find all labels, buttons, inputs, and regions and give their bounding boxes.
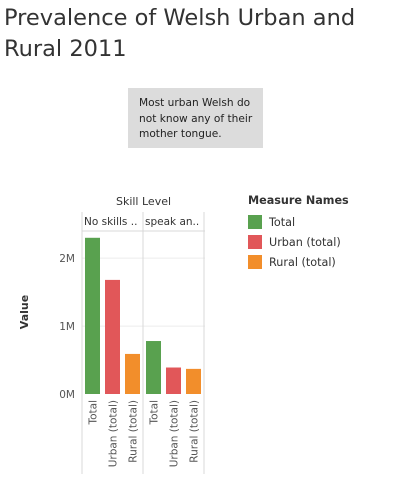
x-category-label: Total [149,400,161,426]
legend-label-urban: Urban (total) [269,235,341,249]
legend-item-rural[interactable]: Rural (total) [248,252,388,272]
legend: Measure Names Total Urban (total) Rural … [248,194,388,272]
y-axis-title: Value [18,295,31,329]
legend-label-total: Total [269,215,296,229]
legend-item-total[interactable]: Total [248,212,388,232]
group-header-label: speak an.. [145,216,199,228]
x-category-label: Rural (total) [128,400,140,463]
annotation-box: Most urban Welsh do not know any of thei… [128,88,263,148]
legend-swatch-urban [248,235,262,249]
y-tick-label: 2M [59,253,75,265]
bar-1-1 [166,367,181,394]
group-header-label: No skills .. [84,216,137,228]
column-header-title: Skill Level [116,195,171,208]
x-category-label: Total [88,400,100,426]
legend-swatch-rural [248,255,262,269]
x-category-label: Urban (total) [169,400,181,467]
x-category-label: Urban (total) [108,400,120,467]
y-tick-label: 1M [59,321,75,333]
legend-label-rural: Rural (total) [269,255,336,269]
legend-item-urban[interactable]: Urban (total) [248,232,388,252]
legend-swatch-total [248,215,262,229]
y-tick-label: 0M [59,389,75,401]
x-category-label: Rural (total) [189,400,201,463]
bar-1-0 [146,341,161,394]
bar-0-0 [85,237,100,394]
bar-0-1 [105,279,120,394]
legend-title: Measure Names [248,194,349,207]
bar-0-2 [125,353,140,394]
chart-title: Prevalence of Welsh Urban and Rural 2011 [4,5,356,62]
bar-1-2 [186,368,201,394]
